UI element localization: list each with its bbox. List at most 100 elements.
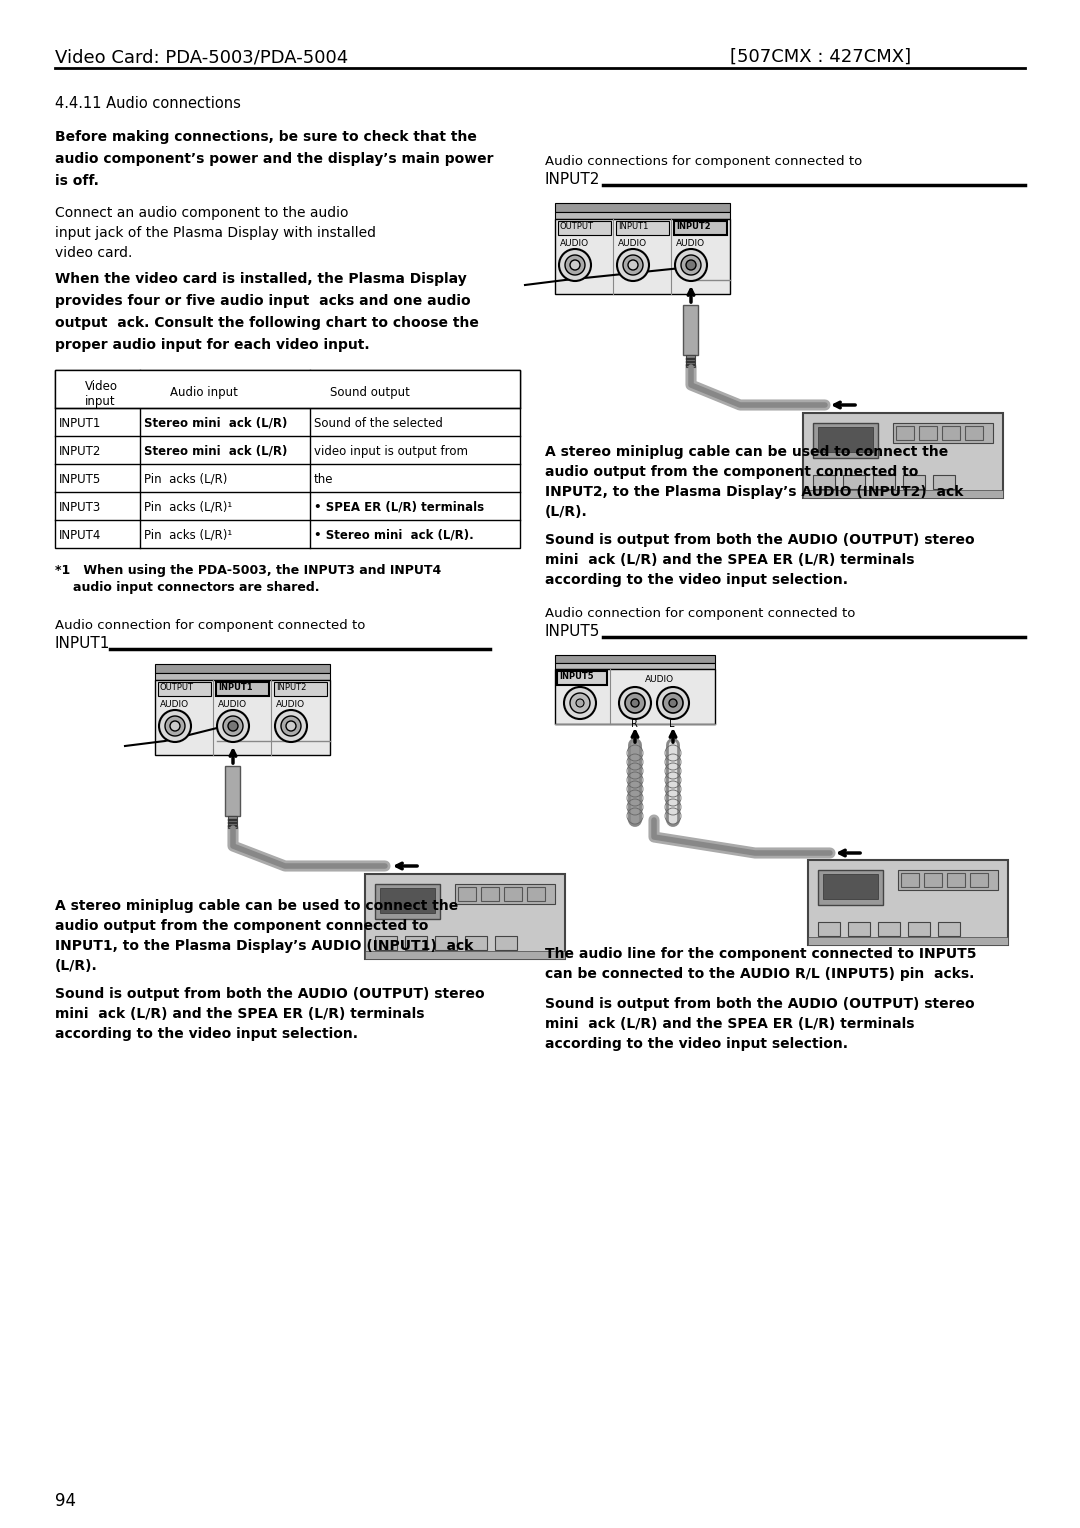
Bar: [455, 885, 555, 905]
Text: mini  ack (L/R) and the SPEA ER (L/R) terminals: mini ack (L/R) and the SPEA ER (L/R) ter…: [545, 553, 915, 567]
Bar: [557, 671, 607, 685]
Text: AUDIO: AUDIO: [676, 238, 705, 248]
Text: Pin  acks (L/R)¹: Pin acks (L/R)¹: [144, 529, 232, 542]
Text: • SPEA ER (L/R) terminals: • SPEA ER (L/R) terminals: [314, 501, 484, 513]
Text: A stereo miniplug cable can be used to connect the: A stereo miniplug cable can be used to c…: [55, 898, 458, 914]
Bar: [158, 681, 211, 695]
Text: output  ack. Consult the following chart to choose the: output ack. Consult the following chart …: [55, 316, 478, 330]
Circle shape: [663, 694, 683, 714]
Circle shape: [570, 694, 590, 714]
Text: mini  ack (L/R) and the SPEA ER (L/R) terminals: mini ack (L/R) and the SPEA ER (L/R) ter…: [545, 1018, 915, 1031]
Text: Stereo mini  ack (L/R): Stereo mini ack (L/R): [144, 445, 287, 458]
Text: provides four or five audio input  acks and one audio: provides four or five audio input acks a…: [55, 293, 471, 309]
Circle shape: [617, 249, 649, 281]
Bar: [365, 874, 565, 960]
Bar: [375, 885, 440, 918]
Bar: [896, 426, 914, 440]
Text: Stereo mini  ack (L/R): Stereo mini ack (L/R): [144, 417, 287, 429]
Text: INPUT1: INPUT1: [618, 222, 648, 231]
Bar: [893, 423, 993, 443]
Circle shape: [627, 260, 638, 270]
Bar: [555, 203, 730, 212]
Circle shape: [625, 694, 645, 714]
Circle shape: [165, 717, 185, 736]
Text: AUDIO: AUDIO: [218, 700, 247, 709]
Bar: [947, 872, 966, 886]
Circle shape: [669, 698, 677, 707]
Bar: [903, 475, 924, 489]
Bar: [674, 222, 727, 235]
Text: the: the: [314, 474, 334, 486]
Bar: [216, 681, 269, 695]
Text: L: L: [669, 720, 675, 729]
Text: Audio input: Audio input: [170, 387, 238, 399]
Bar: [897, 869, 998, 889]
Text: according to the video input selection.: according to the video input selection.: [545, 573, 848, 587]
Bar: [818, 426, 873, 452]
Bar: [686, 361, 696, 364]
Text: INPUT2: INPUT2: [545, 173, 600, 186]
Text: is off.: is off.: [55, 174, 99, 188]
Bar: [55, 370, 519, 549]
Text: INPUT1: INPUT1: [59, 417, 102, 429]
Text: Video Card: PDA-5003/PDA-5004: Video Card: PDA-5003/PDA-5004: [55, 47, 348, 66]
Circle shape: [686, 260, 696, 270]
Text: video input is output from: video input is output from: [314, 445, 468, 458]
Text: 94: 94: [55, 1491, 76, 1510]
Bar: [156, 665, 330, 672]
Circle shape: [570, 260, 580, 270]
Bar: [55, 370, 519, 408]
Bar: [901, 872, 919, 886]
Text: audio input connectors are shared.: audio input connectors are shared.: [73, 581, 320, 594]
Bar: [813, 423, 878, 458]
Circle shape: [559, 249, 591, 281]
Circle shape: [159, 711, 191, 743]
Text: INPUT5: INPUT5: [559, 672, 594, 681]
Bar: [458, 886, 476, 902]
Bar: [225, 766, 240, 816]
Text: Audio connection for component connected to: Audio connection for component connected…: [545, 607, 855, 620]
Circle shape: [657, 688, 689, 720]
Bar: [924, 872, 942, 886]
Circle shape: [286, 721, 296, 730]
Text: Sound is output from both the AUDIO (OUTPUT) stereo: Sound is output from both the AUDIO (OUT…: [55, 987, 485, 1001]
Circle shape: [675, 249, 707, 281]
Bar: [527, 886, 545, 902]
Bar: [933, 475, 955, 489]
Text: INPUT1, to the Plasma Display’s AUDIO (INPUT1)  ack: INPUT1, to the Plasma Display’s AUDIO (I…: [55, 940, 473, 953]
Circle shape: [275, 711, 307, 743]
Text: Sound is output from both the AUDIO (OUTPUT) stereo: Sound is output from both the AUDIO (OUT…: [545, 533, 974, 547]
Text: Before making connections, be sure to check that the: Before making connections, be sure to ch…: [55, 130, 477, 144]
Bar: [228, 819, 237, 821]
Circle shape: [228, 721, 238, 730]
Text: AUDIO: AUDIO: [618, 238, 647, 248]
Circle shape: [619, 688, 651, 720]
Text: The audio line for the component connected to INPUT5: The audio line for the component connect…: [545, 947, 976, 961]
Bar: [481, 886, 499, 902]
Text: [507CMX : 427CMX]: [507CMX : 427CMX]: [730, 47, 912, 66]
Text: R: R: [631, 720, 638, 729]
Bar: [405, 937, 427, 950]
Bar: [555, 212, 730, 219]
Circle shape: [623, 255, 643, 275]
Text: INPUT5: INPUT5: [59, 474, 102, 486]
Bar: [504, 886, 522, 902]
Bar: [818, 869, 883, 905]
Bar: [375, 937, 397, 950]
Bar: [939, 921, 960, 937]
Bar: [942, 426, 960, 440]
Text: proper audio input for each video input.: proper audio input for each video input.: [55, 338, 369, 351]
Bar: [228, 825, 237, 827]
Circle shape: [222, 717, 243, 736]
Bar: [465, 937, 487, 950]
Bar: [804, 490, 1003, 498]
Bar: [380, 888, 435, 914]
Text: Video
input: Video input: [85, 380, 118, 408]
Text: A stereo miniplug cable can be used to connect the: A stereo miniplug cable can be used to c…: [545, 445, 948, 458]
Text: When the video card is installed, the Plasma Display: When the video card is installed, the Pl…: [55, 272, 467, 286]
Circle shape: [170, 721, 180, 730]
Text: Connect an audio component to the audio: Connect an audio component to the audio: [55, 206, 349, 220]
Text: Sound is output from both the AUDIO (OUTPUT) stereo: Sound is output from both the AUDIO (OUT…: [545, 996, 974, 1012]
Text: 4.4.11 Audio connections: 4.4.11 Audio connections: [55, 96, 241, 112]
Text: INPUT1: INPUT1: [218, 683, 253, 692]
